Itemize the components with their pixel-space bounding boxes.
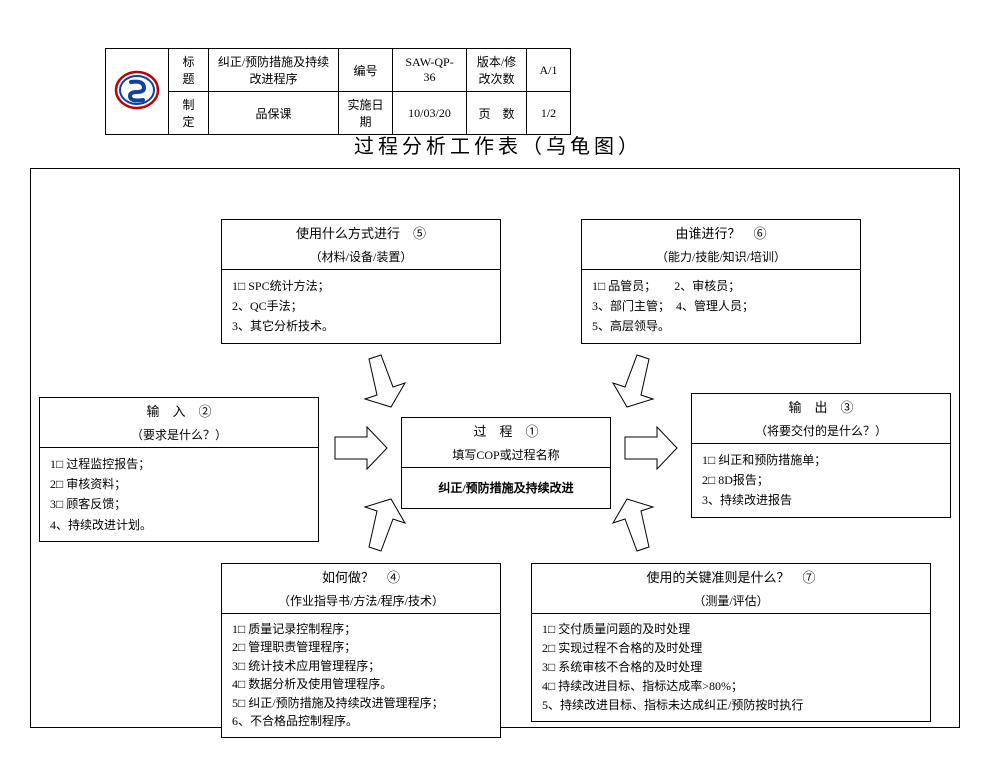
box-6-title: 由谁进行？ ⑥	[582, 220, 860, 248]
box-3-line: 2□ 8D报告；	[702, 470, 940, 490]
box-2-line: 1□ 过程监控报告；	[50, 454, 308, 474]
box-7-line: 3□ 系统审核不合格的及时处理	[542, 658, 920, 677]
header-label-page: 页 数	[467, 92, 527, 135]
box-5-subtitle: （材料/设备/装置）	[222, 248, 500, 269]
box-1-title: 过 程 ①	[402, 418, 610, 446]
box-5-line: 1□ SPC统计方法；	[232, 276, 490, 296]
arrow-7-to-1-icon	[607, 495, 657, 555]
arrow-5-to-1-icon	[361, 351, 411, 411]
box-6-line: 3、部门主管； 4、管理人员；	[592, 296, 850, 316]
header-label-revision: 版本/修改次数	[467, 49, 527, 92]
header-label-code: 编号	[339, 49, 393, 92]
box-7-line: 4□ 持续改进目标、指标达成率>80%；	[542, 677, 920, 696]
header-date: 10/03/20	[393, 92, 467, 135]
box-5-body: 1□ SPC统计方法； 2、QC手法； 3、其它分析技术。	[222, 270, 500, 343]
arrow-1-to-3-icon	[621, 425, 681, 471]
box-2-line: 4、持续改进计划。	[50, 515, 308, 535]
box-6-line: 5、高层领导。	[592, 316, 850, 336]
header-revision: A/1	[527, 49, 571, 92]
header-label-issued: 制定	[169, 92, 209, 135]
box-4-title: 如何做？ ④	[222, 564, 500, 592]
box-3-subtitle: （将要交付的是什么？）	[692, 422, 950, 443]
box-3-body: 1□ 纠正和预防措施单； 2□ 8D报告； 3、持续改进报告	[692, 444, 950, 517]
box-7-line: 5、持续改进目标、指标未达成纠正/预防按时执行	[542, 696, 920, 715]
box-7-body: 1□ 交付质量问题的及时处理 2□ 实现过程不合格的及时处理 3□ 系统审核不合…	[532, 614, 930, 722]
box-4-body: 1□ 质量记录控制程序； 2□ 管理职责管理程序； 3□ 统计技术应用管理程序；…	[222, 614, 500, 738]
box-6-subtitle: （能力/技能/知识/培训）	[582, 248, 860, 269]
box-6-line: 1□ 品管员； 2、审核员；	[592, 276, 850, 296]
arrow-2-to-1-icon	[331, 425, 391, 471]
box-4-line: 4□ 数据分析及使用管理程序。	[232, 675, 490, 694]
box-2-subtitle: （要求是什么？）	[40, 426, 318, 447]
turtle-box-process: 过 程 ① 填写COP或过程名称 纠正/预防措施及持续改进	[401, 417, 611, 509]
box-4-subtitle: （作业指导书/方法/程序/技术）	[222, 592, 500, 613]
box-7-line: 2□ 实现过程不合格的及时处理	[542, 639, 920, 658]
box-3-title: 输 出 ③	[692, 394, 950, 422]
box-5-line: 2、QC手法；	[232, 296, 490, 316]
turtle-box-who: 由谁进行？ ⑥ （能力/技能/知识/培训） 1□ 品管员； 2、审核员； 3、部…	[581, 219, 861, 344]
box-2-line: 3□ 顾客反馈；	[50, 494, 308, 514]
box-4-line: 2□ 管理职责管理程序；	[232, 638, 490, 657]
header-issued-by: 品保课	[209, 92, 339, 135]
page-title: 过程分析工作表（乌龟图）	[0, 130, 996, 159]
turtle-box-output: 输 出 ③ （将要交付的是什么？） 1□ 纠正和预防措施单； 2□ 8D报告； …	[691, 393, 951, 518]
turtle-diagram-frame: 使用什么方式进行 ⑤ （材料/设备/装置） 1□ SPC统计方法； 2、QC手法…	[30, 168, 960, 728]
box-7-line: 1□ 交付质量问题的及时处理	[542, 620, 920, 639]
box-1-subtitle: 填写COP或过程名称	[402, 446, 610, 467]
header-doc-code: SAW-QP-36	[393, 49, 467, 92]
box-4-line: 1□ 质量记录控制程序；	[232, 620, 490, 639]
header-doc-title: 纠正/预防措施及持续改进程序	[209, 49, 339, 92]
turtle-box-criteria: 使用的关键准则是什么？ ⑦ （测量/评估） 1□ 交付质量问题的及时处理 2□ …	[531, 563, 931, 722]
box-4-line: 6、不合格品控制程序。	[232, 712, 490, 731]
box-6-body: 1□ 品管员； 2、审核员； 3、部门主管； 4、管理人员； 5、高层领导。	[582, 270, 860, 343]
box-3-line: 1□ 纠正和预防措施单；	[702, 450, 940, 470]
document-header-table: 标题 纠正/预防措施及持续改进程序 编号 SAW-QP-36 版本/修改次数 A…	[105, 48, 571, 135]
header-label-title: 标题	[169, 49, 209, 92]
box-5-title: 使用什么方式进行 ⑤	[222, 220, 500, 248]
arrow-6-to-1-icon	[607, 351, 657, 411]
box-1-content: 纠正/预防措施及持续改进	[402, 468, 610, 508]
turtle-box-how-procedure: 如何做？ ④ （作业指导书/方法/程序/技术） 1□ 质量记录控制程序； 2□ …	[221, 563, 501, 738]
turtle-box-input: 输 入 ② （要求是什么？） 1□ 过程监控报告； 2□ 审核资料； 3□ 顾客…	[39, 397, 319, 542]
header-page: 1/2	[527, 92, 571, 135]
box-2-line: 2□ 审核资料；	[50, 474, 308, 494]
box-3-line: 3、持续改进报告	[702, 490, 940, 510]
box-4-line: 3□ 统计技术应用管理程序；	[232, 657, 490, 676]
header-label-date: 实施日期	[339, 92, 393, 135]
turtle-box-how-method: 使用什么方式进行 ⑤ （材料/设备/装置） 1□ SPC统计方法； 2、QC手法…	[221, 219, 501, 344]
box-2-body: 1□ 过程监控报告； 2□ 审核资料； 3□ 顾客反馈； 4、持续改进计划。	[40, 448, 318, 542]
box-4-line: 5□ 纠正/预防措施及持续改进管理程序；	[232, 694, 490, 713]
box-7-subtitle: （测量/评估）	[532, 592, 930, 613]
box-5-line: 3、其它分析技术。	[232, 316, 490, 336]
logo-cell	[106, 49, 169, 135]
company-logo-icon	[114, 70, 160, 110]
box-7-title: 使用的关键准则是什么？ ⑦	[532, 564, 930, 592]
box-2-title: 输 入 ②	[40, 398, 318, 426]
